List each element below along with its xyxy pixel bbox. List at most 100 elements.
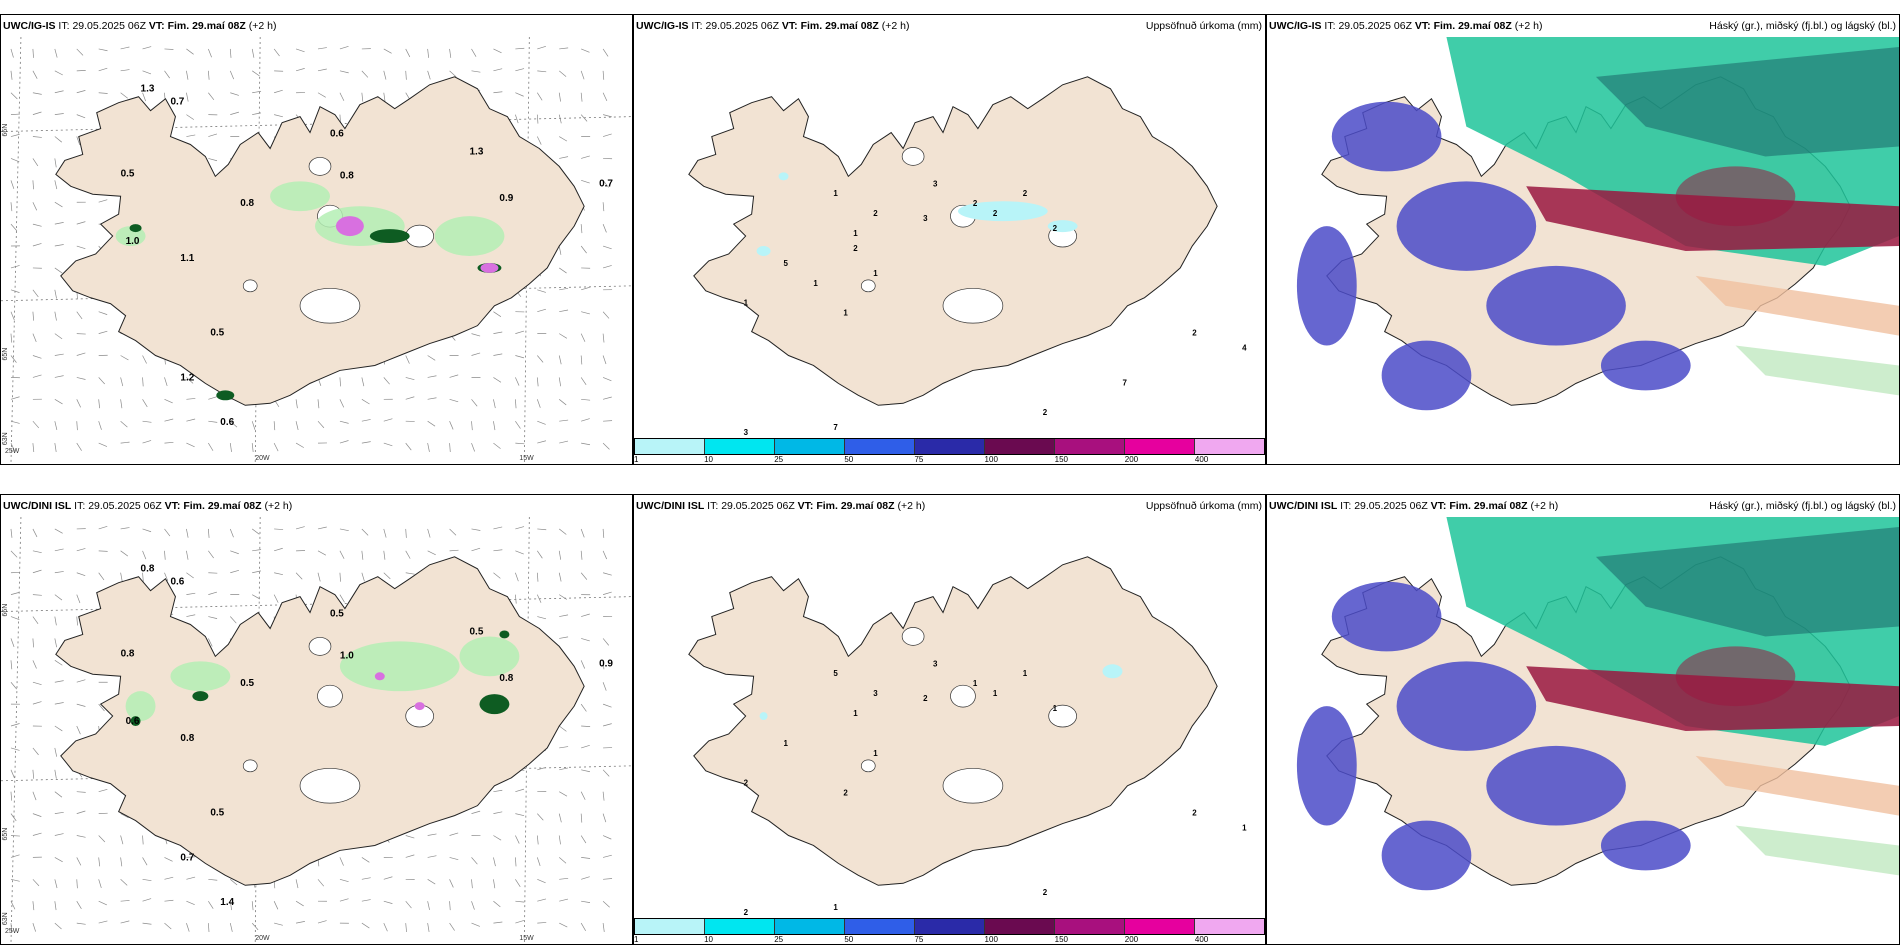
wind-barb	[32, 638, 34, 648]
precip-area-heavy	[499, 630, 510, 639]
mid-cloud-dense-area	[1595, 526, 1899, 637]
wind-barb	[537, 813, 544, 821]
wind-barb	[186, 614, 196, 617]
wind-barb	[32, 202, 38, 211]
wind-barb	[427, 70, 431, 80]
wind-barb	[230, 550, 239, 555]
wind-barb	[602, 48, 609, 57]
wind-barb	[537, 922, 547, 924]
it-value: 29.05.2025 06Z	[88, 500, 162, 512]
wind-barb	[449, 398, 459, 403]
precip-value-label: 0.7	[599, 178, 613, 189]
wind-barb	[427, 528, 431, 538]
wind-barb	[493, 526, 503, 530]
longitude-label: 25W	[5, 448, 20, 455]
wind-barb	[449, 832, 459, 836]
wind-barb	[295, 399, 298, 409]
wind-barb	[54, 857, 63, 863]
model-name: UWC/IG-IS	[1269, 20, 1322, 32]
wind-barb	[537, 898, 547, 902]
wind-barb	[602, 769, 610, 777]
wind-barb	[76, 221, 86, 225]
wind-barb	[142, 420, 152, 423]
wind-barb	[208, 158, 218, 162]
precip-value-label: 0.5	[210, 808, 224, 819]
wind-barb	[98, 421, 102, 430]
wind-barb	[317, 47, 327, 50]
wind-barb	[76, 835, 86, 838]
wind-barb	[164, 922, 172, 930]
precip-value-label: 1.0	[340, 650, 354, 661]
map-precip: 3 3 5 1 2 1 1 1 1 1 1 2 2 2 1 2 2 1	[634, 517, 1265, 944]
low-cloud-area	[1381, 820, 1472, 891]
wind-barb	[54, 769, 57, 779]
wind-barb	[54, 571, 64, 574]
panel-cloud-row1: UWC/IG-IS IT: 29.05.2025 06Z VT: Fim. 29…	[1266, 14, 1900, 465]
wind-barb	[558, 572, 562, 582]
wind-barb	[54, 48, 58, 58]
wind-barb	[120, 900, 130, 902]
wind-barb	[274, 922, 283, 926]
cloud-title: Háský (gr.), miðský (fj.bl.) og lágský (…	[1709, 20, 1896, 32]
wind-barb	[493, 900, 501, 908]
wind-barb	[295, 526, 305, 530]
wind-barb	[54, 833, 64, 836]
graticule-line	[523, 37, 530, 464]
wind-barb	[471, 922, 480, 927]
wind-barb	[142, 878, 152, 882]
wind-barb	[142, 922, 152, 925]
wind-barb	[120, 399, 123, 409]
wind-barb	[32, 550, 42, 554]
wind-barb	[164, 857, 173, 862]
colorbar-tick-label: 25	[774, 455, 784, 464]
low-cloud-area	[1296, 706, 1357, 826]
precip-area-light	[270, 181, 330, 212]
wind-barb	[449, 70, 457, 78]
wind-barb	[54, 158, 57, 168]
wind-barb	[32, 879, 40, 887]
precip-value-label: 0.6	[220, 417, 234, 428]
wind-barb	[186, 900, 195, 906]
it-value: 29.05.2025 06Z	[1354, 500, 1428, 512]
cloud-title: Háský (gr.), miðský (fj.bl.) og lágský (…	[1709, 500, 1896, 512]
wind-barb	[54, 922, 62, 930]
panel-header: UWC/IG-IS IT: 29.05.2025 06Z VT: Fim. 29…	[634, 15, 1265, 37]
wind-barb	[54, 791, 63, 798]
cloud-map-layer	[1296, 37, 1899, 411]
wind-barb	[559, 594, 567, 600]
colorbar-bin	[1195, 439, 1264, 454]
wind-barb	[76, 857, 82, 866]
wind-barb	[361, 857, 370, 863]
colorbar-bin	[1055, 439, 1125, 454]
wind-barb	[383, 528, 387, 538]
wind-barb	[493, 921, 503, 924]
map-cloud	[1267, 517, 1899, 944]
wind-barb	[581, 900, 591, 903]
map-cloud	[1267, 37, 1899, 464]
latitude-label: 65N	[2, 348, 9, 361]
latitude-label: 66N	[2, 124, 9, 137]
wind-barb	[32, 136, 42, 138]
wind-barb	[120, 355, 129, 361]
wind-barb	[537, 70, 547, 73]
wind-barb	[559, 922, 568, 928]
precip-area-light	[778, 172, 789, 181]
wind-barb	[427, 443, 430, 452]
colorbar-bin	[985, 439, 1055, 454]
wind-barb	[493, 811, 503, 814]
cloud-map-layer	[1296, 517, 1899, 891]
precip-value-label: 0.8	[141, 564, 155, 575]
colorbar-tick-label: 75	[914, 935, 924, 944]
precip-area-light	[1102, 664, 1123, 679]
wind-barb	[581, 179, 590, 184]
wind-barb	[295, 900, 304, 907]
wind-barb	[120, 857, 123, 867]
precip-value-label: 1.2	[180, 372, 194, 383]
wind-barb	[493, 331, 503, 334]
wind-barb	[559, 746, 569, 749]
wind-barb	[10, 265, 20, 269]
wind-barb	[54, 660, 63, 666]
wind-barb	[580, 70, 585, 80]
wind-barb	[164, 377, 168, 387]
precip-value-label: 0.5	[330, 609, 344, 620]
